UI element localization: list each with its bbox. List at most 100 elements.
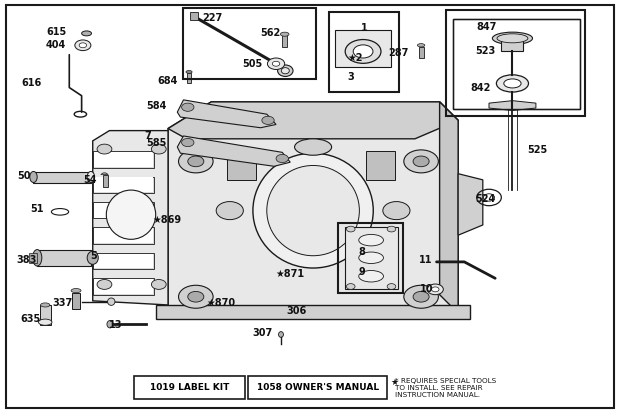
Polygon shape bbox=[177, 100, 276, 128]
Ellipse shape bbox=[87, 171, 95, 183]
Circle shape bbox=[404, 150, 438, 173]
Ellipse shape bbox=[280, 32, 289, 36]
Bar bbox=[190, 12, 198, 20]
Text: ★871: ★871 bbox=[276, 269, 305, 279]
Polygon shape bbox=[177, 136, 290, 166]
Circle shape bbox=[188, 292, 204, 302]
Text: 5: 5 bbox=[91, 251, 97, 261]
Text: 3: 3 bbox=[347, 72, 354, 82]
Circle shape bbox=[347, 284, 355, 290]
Text: 523: 523 bbox=[476, 46, 495, 57]
Bar bbox=[94, 203, 153, 218]
Text: 54: 54 bbox=[84, 175, 97, 185]
Circle shape bbox=[427, 284, 443, 295]
Bar bbox=[187, 73, 192, 83]
Bar bbox=[94, 152, 153, 167]
Text: onlinerepairparts.com: onlinerepairparts.com bbox=[226, 199, 394, 214]
Circle shape bbox=[387, 226, 396, 232]
Ellipse shape bbox=[253, 153, 373, 268]
Bar bbox=[446, 9, 585, 116]
Ellipse shape bbox=[353, 45, 373, 58]
Circle shape bbox=[97, 280, 112, 290]
Circle shape bbox=[413, 156, 429, 167]
Text: ★870: ★870 bbox=[206, 298, 235, 308]
Text: 337: 337 bbox=[52, 298, 73, 308]
Bar bbox=[40, 305, 51, 325]
Circle shape bbox=[179, 150, 213, 173]
Circle shape bbox=[179, 285, 213, 308]
Text: 307: 307 bbox=[253, 328, 273, 338]
Text: 51: 51 bbox=[30, 204, 43, 214]
Polygon shape bbox=[156, 305, 471, 319]
Text: 1019 LABEL KIT: 1019 LABEL KIT bbox=[150, 383, 229, 392]
Polygon shape bbox=[440, 102, 458, 313]
Text: 306: 306 bbox=[286, 306, 307, 316]
Text: 1: 1 bbox=[361, 23, 368, 33]
Bar bbox=[453, 19, 580, 109]
Text: 524: 524 bbox=[475, 194, 495, 204]
Bar bbox=[94, 177, 153, 192]
Bar bbox=[94, 254, 153, 268]
Bar bbox=[93, 202, 154, 218]
Text: 404: 404 bbox=[46, 40, 66, 50]
Text: 10: 10 bbox=[420, 284, 433, 294]
Ellipse shape bbox=[504, 79, 521, 88]
Ellipse shape bbox=[497, 75, 528, 92]
Text: 1058 OWNER'S MANUAL: 1058 OWNER'S MANUAL bbox=[257, 383, 379, 392]
Ellipse shape bbox=[107, 320, 113, 328]
Polygon shape bbox=[33, 172, 91, 183]
Ellipse shape bbox=[281, 68, 290, 74]
Circle shape bbox=[75, 40, 91, 51]
Polygon shape bbox=[93, 131, 168, 305]
Text: 635: 635 bbox=[20, 314, 40, 324]
Ellipse shape bbox=[278, 332, 283, 337]
Text: 684: 684 bbox=[157, 76, 177, 86]
Text: * REQUIRES SPECIAL TOOLS
TO INSTALL. SEE REPAIR
INSTRUCTION MANUAL.: * REQUIRES SPECIAL TOOLS TO INSTALL. SEE… bbox=[395, 378, 497, 398]
Bar bbox=[93, 151, 154, 168]
Bar bbox=[248, 375, 387, 399]
Text: 13: 13 bbox=[109, 320, 123, 330]
Text: 584: 584 bbox=[146, 101, 167, 111]
Circle shape bbox=[383, 202, 410, 220]
Ellipse shape bbox=[359, 252, 383, 263]
Bar bbox=[227, 151, 256, 180]
Circle shape bbox=[182, 103, 194, 112]
Ellipse shape bbox=[497, 34, 528, 43]
Ellipse shape bbox=[294, 139, 332, 155]
Text: 383: 383 bbox=[17, 255, 37, 265]
Circle shape bbox=[387, 284, 396, 290]
Bar bbox=[93, 253, 154, 269]
Bar bbox=[418, 47, 423, 58]
Ellipse shape bbox=[359, 271, 383, 282]
Ellipse shape bbox=[278, 65, 293, 76]
Bar bbox=[93, 176, 154, 193]
Bar bbox=[282, 35, 287, 47]
Text: 505: 505 bbox=[242, 59, 262, 69]
Circle shape bbox=[276, 154, 288, 163]
Bar bbox=[338, 223, 402, 293]
Bar bbox=[329, 12, 399, 92]
Text: 50: 50 bbox=[17, 171, 31, 181]
Polygon shape bbox=[168, 102, 458, 139]
Bar bbox=[335, 30, 391, 67]
Text: 525: 525 bbox=[527, 145, 547, 155]
Ellipse shape bbox=[33, 249, 42, 266]
Ellipse shape bbox=[359, 235, 383, 246]
Circle shape bbox=[216, 202, 243, 220]
Text: ★869: ★869 bbox=[153, 215, 182, 225]
Ellipse shape bbox=[417, 44, 425, 47]
Circle shape bbox=[267, 58, 285, 69]
Polygon shape bbox=[345, 227, 397, 289]
Bar bbox=[184, 7, 316, 79]
Circle shape bbox=[182, 138, 194, 147]
Bar bbox=[93, 278, 154, 295]
Polygon shape bbox=[101, 173, 108, 175]
Circle shape bbox=[413, 292, 429, 302]
Text: 616: 616 bbox=[21, 78, 42, 88]
Circle shape bbox=[432, 287, 439, 292]
Text: ★: ★ bbox=[390, 378, 399, 387]
Ellipse shape bbox=[106, 190, 156, 239]
Text: 842: 842 bbox=[471, 83, 491, 93]
Bar bbox=[104, 175, 108, 187]
Text: 585: 585 bbox=[146, 138, 167, 148]
